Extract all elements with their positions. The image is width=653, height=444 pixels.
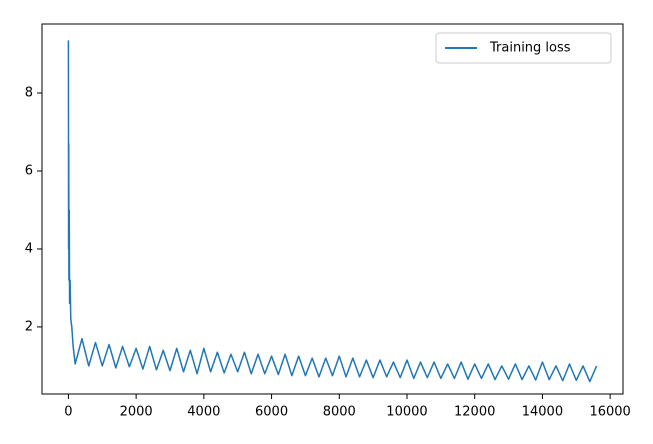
x-tick-label: 2000 <box>120 405 153 420</box>
x-tick-label: 4000 <box>187 405 220 420</box>
x-tick-label: 10000 <box>386 405 427 420</box>
y-tick-label: 4 <box>25 241 33 256</box>
x-tick-label: 0 <box>64 405 72 420</box>
x-tick-label: 12000 <box>454 405 495 420</box>
y-tick-label: 8 <box>25 86 33 101</box>
x-tick-label: 14000 <box>522 405 563 420</box>
y-tick-label: 6 <box>25 163 33 178</box>
plot-frame <box>41 23 624 395</box>
x-tick-label: 8000 <box>323 405 356 420</box>
legend-label: Training loss <box>489 41 571 56</box>
y-tick-label: 2 <box>25 319 33 334</box>
x-tick-label: 16000 <box>589 405 630 420</box>
legend-box <box>435 32 612 64</box>
line-series <box>67 40 598 383</box>
x-tick-label: 6000 <box>255 405 288 420</box>
